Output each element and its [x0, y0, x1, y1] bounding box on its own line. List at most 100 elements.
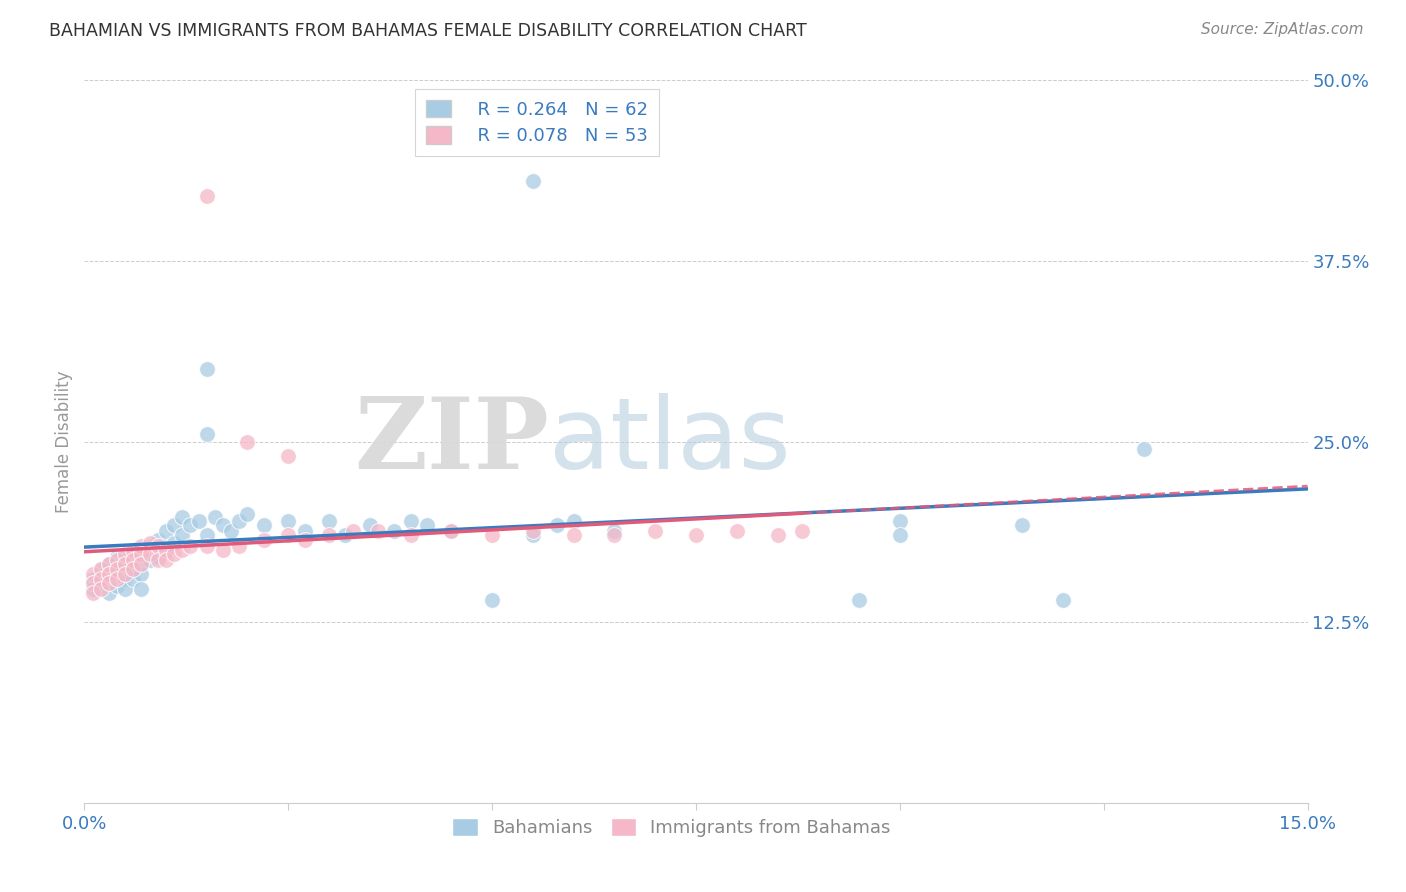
Point [131, 542, 153, 557]
Point [138, 547, 160, 561]
Point [790, 524, 813, 538]
Point [105, 553, 128, 567]
Text: Source: ZipAtlas.com: Source: ZipAtlas.com [1201, 22, 1364, 37]
Point [195, 362, 218, 376]
Point [342, 524, 364, 538]
Point [399, 514, 422, 528]
Point [228, 514, 250, 528]
Point [105, 565, 128, 579]
Point [122, 542, 145, 557]
Point [195, 539, 218, 553]
Point [187, 514, 209, 528]
Point [114, 582, 136, 596]
Point [318, 528, 340, 542]
Point [97, 567, 120, 582]
Point [131, 558, 153, 572]
Point [889, 514, 911, 528]
Point [97, 567, 120, 582]
Point [122, 547, 145, 561]
Point [359, 518, 381, 533]
Point [644, 524, 666, 538]
Point [253, 518, 276, 533]
Point [603, 528, 626, 542]
Point [382, 524, 405, 538]
Point [481, 593, 503, 607]
Point [114, 558, 136, 572]
Point [146, 550, 169, 565]
Point [685, 528, 707, 542]
Point [155, 542, 177, 557]
Point [179, 518, 201, 533]
Point [138, 553, 160, 567]
Point [97, 558, 120, 572]
Point [114, 553, 136, 567]
Point [114, 567, 136, 582]
Point [440, 524, 463, 538]
Point [522, 528, 544, 542]
Point [163, 518, 186, 533]
Point [440, 524, 463, 538]
Point [105, 550, 128, 565]
Point [82, 586, 104, 600]
Point [82, 567, 104, 582]
Point [122, 572, 145, 586]
Point [90, 572, 112, 586]
Point [97, 576, 120, 591]
Point [146, 553, 169, 567]
Point [155, 542, 177, 557]
Point [82, 572, 104, 586]
Point [1052, 593, 1074, 607]
Point [228, 539, 250, 553]
Point [90, 562, 112, 576]
Point [90, 576, 112, 591]
Point [172, 528, 194, 542]
Point [131, 567, 153, 582]
Point [416, 518, 439, 533]
Point [155, 524, 177, 538]
Point [82, 576, 104, 591]
Point [195, 427, 218, 442]
Point [236, 434, 259, 449]
Point [105, 579, 128, 593]
Point [562, 528, 585, 542]
Point [122, 562, 145, 576]
Point [172, 542, 194, 557]
Point [481, 528, 503, 542]
Point [105, 572, 128, 586]
Point [277, 514, 299, 528]
Point [277, 449, 299, 463]
Point [399, 528, 422, 542]
Point [294, 524, 316, 538]
Point [97, 586, 120, 600]
Point [236, 507, 259, 521]
Point [114, 547, 136, 561]
Point [195, 528, 218, 542]
Point [146, 539, 169, 553]
Point [1133, 442, 1156, 456]
Text: BAHAMIAN VS IMMIGRANTS FROM BAHAMAS FEMALE DISABILITY CORRELATION CHART: BAHAMIAN VS IMMIGRANTS FROM BAHAMAS FEMA… [49, 22, 807, 40]
Point [122, 562, 145, 576]
Point [131, 547, 153, 561]
Point [367, 524, 389, 538]
Point [219, 524, 242, 538]
Text: atlas: atlas [550, 393, 790, 490]
Point [155, 553, 177, 567]
Point [603, 524, 626, 538]
Point [204, 509, 226, 524]
Point [195, 189, 218, 203]
Legend: Bahamians, Immigrants from Bahamas: Bahamians, Immigrants from Bahamas [446, 811, 898, 845]
Point [90, 582, 112, 596]
Point [335, 528, 357, 542]
Point [114, 572, 136, 586]
Point [97, 558, 120, 572]
Point [725, 524, 748, 538]
Point [253, 533, 276, 547]
Text: ZIP: ZIP [354, 393, 550, 490]
Point [172, 509, 194, 524]
Point [179, 539, 201, 553]
Point [105, 562, 128, 576]
Point [212, 542, 235, 557]
Point [82, 582, 104, 596]
Point [294, 533, 316, 547]
Point [1011, 518, 1033, 533]
